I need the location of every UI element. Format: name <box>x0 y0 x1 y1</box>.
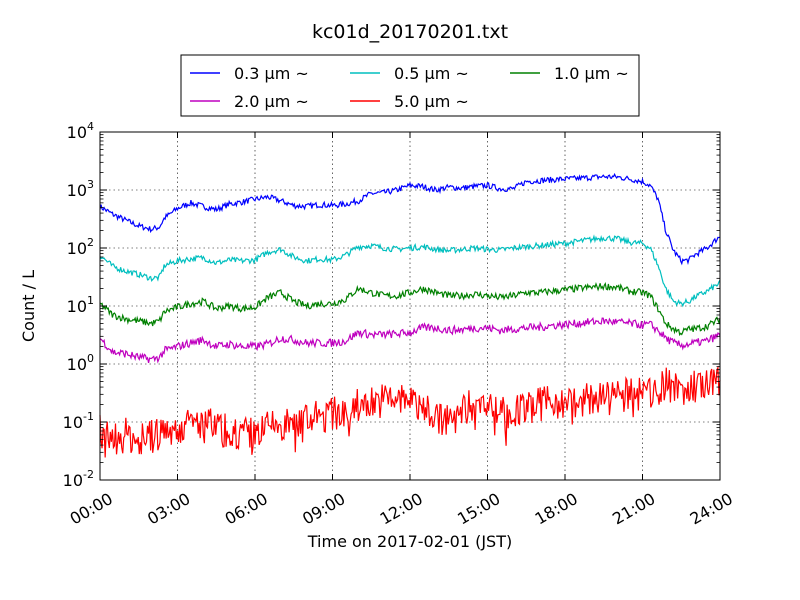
x-tick-label: 09:00 <box>299 489 348 529</box>
legend-label: 1.0 μm ~ <box>554 64 629 83</box>
x-tick-label: 03:00 <box>144 489 193 529</box>
y-tick-label: 103 <box>67 178 94 200</box>
x-tick-label: 21:00 <box>609 489 658 529</box>
legend-label: 0.5 μm ~ <box>394 64 469 83</box>
y-axis-label: Count / L <box>19 270 38 342</box>
series-line <box>99 234 721 308</box>
chart-title: kc01d_20170201.txt <box>312 21 508 43</box>
series-line <box>99 281 721 337</box>
legend-frame <box>180 54 640 117</box>
x-tick-label: 18:00 <box>532 489 581 529</box>
y-tick-label: 101 <box>67 294 94 316</box>
y-tick-label: 104 <box>67 120 94 142</box>
y-tick-label: 102 <box>67 236 94 258</box>
axis-ticks <box>99 131 721 481</box>
x-tick-labels: 00:00 03:00 06:00 09:00 12:00 15:00 18:00 21:00… <box>67 489 736 529</box>
series-line <box>99 172 721 266</box>
y-tick-label: 10-2 <box>63 468 94 490</box>
series-line <box>99 365 721 458</box>
legend-label: 5.0 μm ~ <box>394 92 469 111</box>
x-tick-label: 15:00 <box>454 489 503 529</box>
x-axis-label: Time on 2017-02-01 (JST) <box>307 532 512 551</box>
x-tick-label: 06:00 <box>222 489 271 529</box>
x-tick-label: 00:00 <box>67 489 116 529</box>
x-tick-label: 24:00 <box>687 489 736 529</box>
legend: 0.3 μm ~ 0.5 μm ~ 1.0 μm ~ 2.0 μm ~ 5.0 μm ~ <box>180 54 640 117</box>
y-tick-labels: 10-2 10-1 100 101 102 103 104 <box>63 120 94 490</box>
legend-label: 2.0 μm ~ <box>234 92 309 111</box>
series-line <box>99 316 721 364</box>
x-tick-label: 12:00 <box>377 489 426 529</box>
y-tick-label: 10-1 <box>63 410 94 432</box>
y-tick-label: 100 <box>67 352 94 374</box>
legend-label: 0.3 μm ~ <box>234 64 309 83</box>
series-layer <box>99 172 721 458</box>
